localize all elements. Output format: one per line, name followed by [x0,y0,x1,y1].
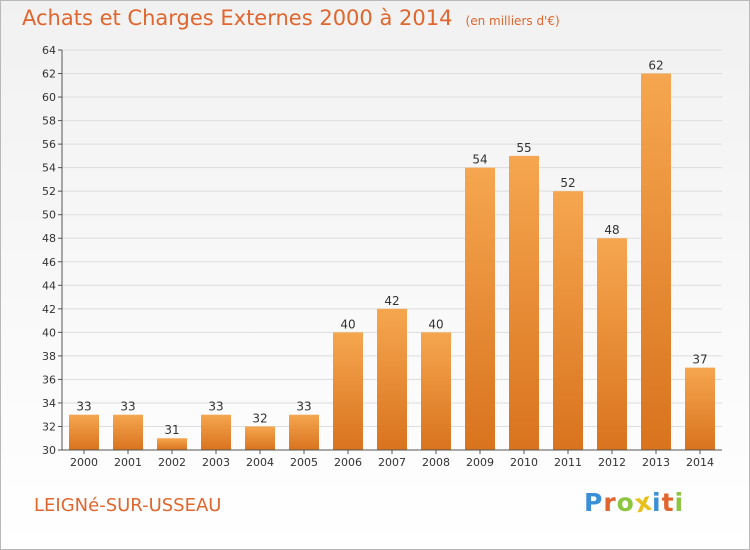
y-tick-label: 38 [42,350,56,363]
value-label-2005: 33 [296,400,311,414]
value-label-2012: 48 [604,223,619,237]
y-tick-label: 54 [42,162,56,175]
value-label-2003: 33 [208,400,223,414]
x-tick-label-2010: 2010 [510,456,538,469]
chart-header: Achats et Charges Externes 2000 à 2014 (… [22,6,560,30]
x-tick-label-2007: 2007 [378,456,406,469]
logo-letter: t [661,488,675,517]
x-tick-label-2005: 2005 [290,456,318,469]
value-label-2010: 55 [516,141,531,155]
y-tick-label: 60 [42,91,56,104]
bar-2010 [509,155,539,450]
bar-2006 [333,332,363,450]
bar-2002 [157,438,187,450]
bar-2001 [113,414,143,450]
y-tick-label: 34 [42,397,56,410]
value-label-2002: 31 [164,423,179,437]
y-tick-label: 48 [42,232,56,245]
y-tick-label: 44 [42,279,56,292]
value-label-2009: 54 [472,153,487,167]
y-tick-label: 58 [42,115,56,128]
value-label-2013: 62 [648,59,663,73]
x-tick-label-2004: 2004 [246,456,274,469]
y-tick-label: 40 [42,326,56,339]
chart-title: Achats et Charges Externes 2000 à 2014 [22,6,453,30]
y-tick-label: 42 [42,303,56,316]
y-tick-label: 46 [42,256,56,269]
x-tick-label-2013: 2013 [642,456,670,469]
y-tick-label: 64 [42,44,56,57]
proxiti-logo[interactable]: Proxiti [584,487,685,519]
x-tick-label-2008: 2008 [422,456,450,469]
x-tick-label-2014: 2014 [686,456,714,469]
bar-2007 [377,308,407,450]
bar-2013 [641,73,671,450]
logo-letter: o [616,488,635,517]
bar-2014 [685,367,715,450]
logo-letter: i [652,488,662,517]
y-tick-label: 50 [42,209,56,222]
x-tick-label-2000: 2000 [70,456,98,469]
y-tick-label: 32 [42,420,56,433]
bar-2005 [289,414,319,450]
y-tick-label: 56 [42,138,56,151]
commune-name: LEIGNé-SUR-USSEAU [34,495,222,516]
value-label-2000: 33 [76,400,91,414]
value-label-2011: 52 [560,176,575,190]
bar-2008 [421,332,451,450]
x-tick-label-2009: 2009 [466,456,494,469]
value-label-2001: 33 [120,400,135,414]
y-tick-label: 62 [42,68,56,81]
x-tick-label-2002: 2002 [158,456,186,469]
x-tick-label-2001: 2001 [114,456,142,469]
x-tick-label-2012: 2012 [598,456,626,469]
logo-letter: P [584,488,604,517]
logo-letter: i [674,488,685,517]
value-label-2006: 40 [340,317,355,331]
bar-2003 [201,414,231,450]
bar-2004 [245,426,275,450]
x-tick-label-2003: 2003 [202,456,230,469]
bar-2009 [465,167,495,450]
y-tick-label: 30 [42,444,56,457]
x-tick-label-2011: 2011 [554,456,582,469]
bars [69,73,715,451]
value-label-2014: 37 [692,353,707,367]
x-tick-label-2006: 2006 [334,456,362,469]
chart-unit: (en milliers d'€) [465,14,560,28]
value-label-2007: 42 [384,294,399,308]
bar-2011 [553,191,583,451]
y-tick-label: 36 [42,373,56,386]
y-tick-label: 52 [42,185,56,198]
value-label-2008: 40 [428,317,443,331]
logo-letter: r [603,488,617,517]
bar-2000 [69,414,99,450]
axes: 30 32 34 36 38 40 42 44 46 48 50 52 54 56 58 60 62 64 33 20… [42,44,722,469]
value-label-2004: 32 [252,411,267,425]
bar-2012 [597,238,627,450]
